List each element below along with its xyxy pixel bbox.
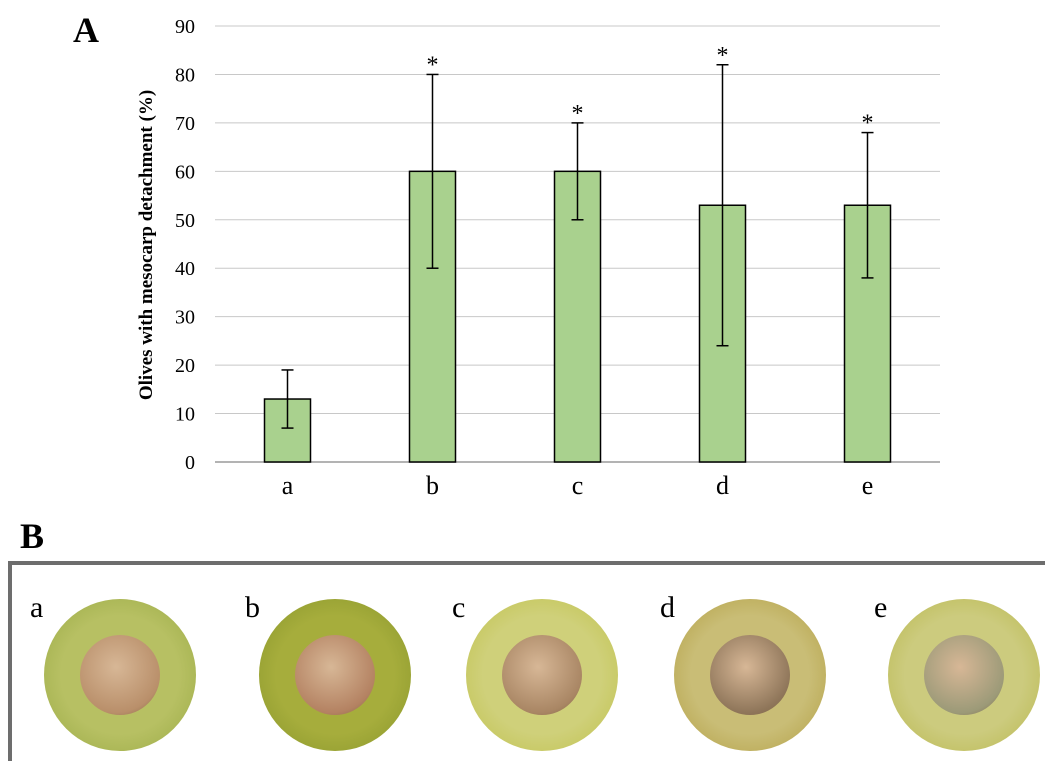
photo-label: c <box>452 591 466 624</box>
x-tick-label: e <box>862 471 874 500</box>
significance-star: * <box>862 111 874 137</box>
significance-star: * <box>427 52 439 78</box>
photo-label: e <box>874 591 888 624</box>
olive-pit <box>502 635 582 715</box>
bar <box>553 170 602 463</box>
x-tick-labels: a b c d e <box>282 471 874 500</box>
y-tick-label: 20 <box>175 355 195 377</box>
panel-b-label: B <box>20 516 44 556</box>
olive-cross-section <box>259 599 411 751</box>
bar-chart: A 0 10 20 30 40 50 60 70 80 90 * * * * a b c d e Olives … <box>20 10 940 556</box>
olive-pit <box>710 635 790 715</box>
photo-label: d <box>660 591 675 624</box>
y-tick-label: 30 <box>175 307 195 329</box>
x-tick-label: b <box>426 471 439 500</box>
olive-photo-b: b <box>237 585 437 760</box>
y-tick-label: 70 <box>175 113 195 135</box>
error-bars <box>281 64 874 429</box>
y-tick-label: 10 <box>175 404 195 426</box>
olive-photo-a: a <box>22 585 222 760</box>
photo-label: a <box>30 591 44 624</box>
olive-pit <box>80 635 160 715</box>
significance-markers: * * * * <box>427 43 874 137</box>
x-tick-label: c <box>572 471 584 500</box>
olive-cross-section <box>44 599 196 751</box>
olive-photo-c: c <box>444 585 644 760</box>
panel-a-label: A <box>73 10 99 50</box>
y-tick-label: 0 <box>185 452 195 474</box>
x-tick-label: d <box>716 471 729 500</box>
olive-pit <box>924 635 1004 715</box>
olive-cross-section <box>888 599 1040 751</box>
y-tick-label: 40 <box>175 258 195 280</box>
olive-photo-d: d <box>652 585 852 760</box>
olive-pit <box>295 635 375 715</box>
photo-panel: a b c d e <box>8 561 1045 761</box>
y-tick-label: 50 <box>175 210 195 232</box>
y-tick-label: 90 <box>175 16 195 38</box>
significance-star: * <box>572 101 584 127</box>
y-tick-labels: 0 10 20 30 40 50 60 70 80 90 <box>175 16 195 474</box>
significance-star: * <box>717 43 729 69</box>
olive-cross-section <box>674 599 826 751</box>
photo-label: b <box>245 591 260 624</box>
y-axis-label: Olives with mesocarp detachment (%) <box>136 90 157 400</box>
olive-photo-e: e <box>866 585 1045 760</box>
x-tick-label: a <box>282 471 294 500</box>
y-tick-label: 60 <box>175 161 195 183</box>
y-tick-label: 80 <box>175 64 195 86</box>
olive-cross-section <box>466 599 618 751</box>
